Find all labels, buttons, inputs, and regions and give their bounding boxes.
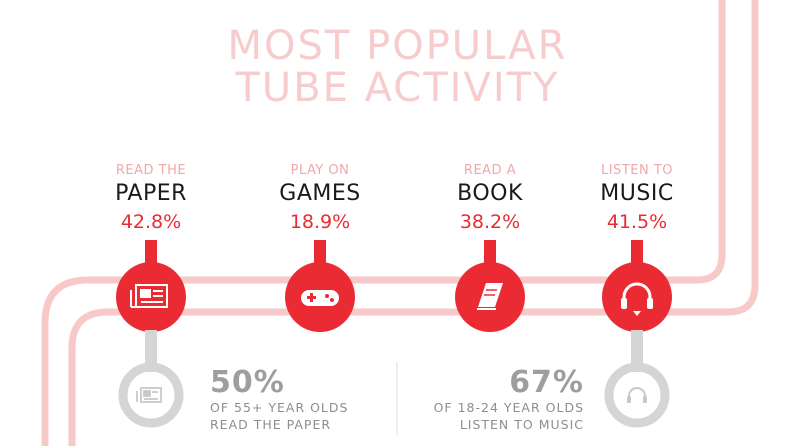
activity-small-label: READ A	[463, 163, 517, 178]
newspaper-icon	[136, 387, 162, 403]
activity-small-label: LISTEN TO	[600, 163, 673, 178]
book-icon	[477, 283, 503, 310]
activity-node-paper	[116, 240, 186, 332]
activity-small-label: READ THE	[115, 163, 187, 178]
stat-node-paper	[118, 330, 184, 428]
stat-number: 50%	[210, 365, 285, 400]
newspaper-icon	[130, 284, 168, 308]
activity-percent: 18.9%	[289, 211, 351, 233]
activity-label-games: PLAY ON GAMES 18.9%	[230, 163, 410, 234]
activity-small-label: PLAY ON	[290, 163, 350, 178]
page-title-line-2: TUBE ACTIVITY	[235, 65, 560, 111]
activity-big-label: MUSIC	[600, 181, 674, 206]
gamepad-icon	[301, 290, 339, 306]
page-title-line-1: MOST POPULAR	[227, 23, 568, 69]
stat-paper: 50% OF 55+ YEAR OLDS READ THE PAPER	[210, 367, 348, 433]
activity-percent: 42.8%	[120, 211, 182, 233]
stat-music: 67% OF 18-24 YEAR OLDS LISTEN TO MUSIC	[420, 367, 584, 433]
activity-label-book: READ A BOOK 38.2%	[400, 163, 580, 234]
activity-big-label: BOOK	[457, 181, 523, 206]
activity-percent: 38.2%	[459, 211, 521, 233]
activity-node-book	[455, 240, 525, 332]
activity-label-music: LISTEN TO MUSIC 41.5%	[547, 163, 727, 234]
headphones-icon	[621, 282, 653, 316]
stat-line-2: LISTEN TO MUSIC	[459, 417, 584, 432]
activity-node-music	[602, 240, 672, 332]
headphones-icon	[627, 387, 647, 403]
activity-label-paper: READ THE PAPER 42.8%	[61, 163, 241, 234]
stat-line-1: OF 55+ YEAR OLDS	[210, 400, 349, 415]
stat-line-1: OF 18-24 YEAR OLDS	[433, 400, 584, 415]
activity-big-label: GAMES	[279, 181, 361, 206]
activity-big-label: PAPER	[115, 181, 187, 206]
tube-track-lines	[41, 0, 759, 446]
activity-percent: 41.5%	[606, 211, 668, 233]
stat-number: 67%	[509, 365, 584, 400]
stat-line-2: READ THE PAPER	[210, 417, 332, 432]
activity-node-games	[285, 240, 355, 332]
stat-node-music	[604, 330, 670, 428]
